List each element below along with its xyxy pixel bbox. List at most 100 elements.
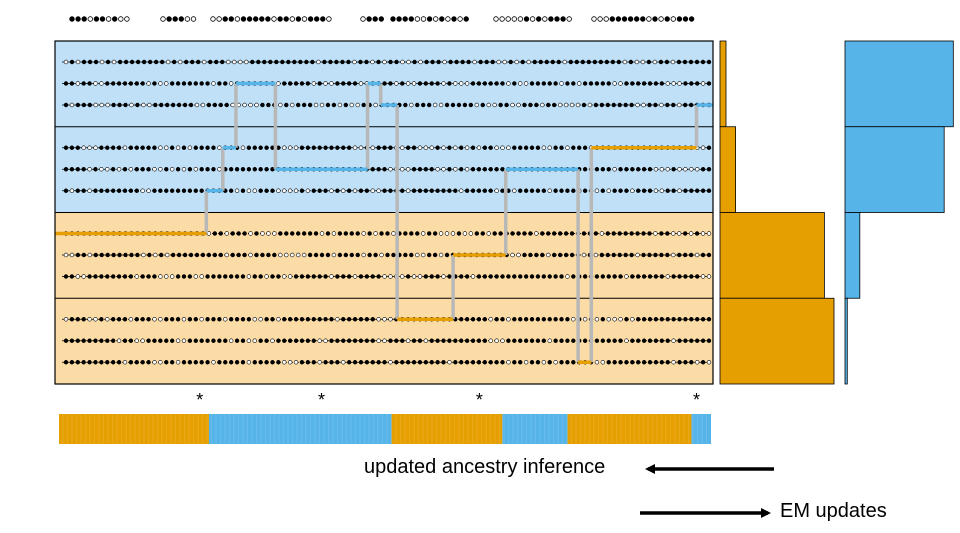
- reference-allele: [358, 360, 364, 365]
- reference-allele: [188, 252, 194, 258]
- reference-allele: [199, 360, 204, 365]
- reference-allele: [476, 317, 482, 322]
- reference-allele: [69, 167, 75, 172]
- reference-allele: [217, 145, 222, 150]
- reference-allele: [665, 274, 670, 279]
- reference-allele: [182, 252, 188, 258]
- reference-allele: [641, 317, 647, 322]
- reference-allele: [212, 252, 218, 258]
- reference-allele: [301, 252, 307, 258]
- reference-allele: [647, 274, 653, 279]
- reference-allele: [325, 231, 331, 236]
- query-allele: [523, 16, 530, 22]
- reference-allele: [370, 360, 375, 365]
- reference-allele: [205, 145, 210, 150]
- reference-allele: [518, 274, 523, 279]
- reference-allele: [653, 81, 659, 86]
- reference-allele: [382, 338, 387, 343]
- reference-allele: [535, 188, 541, 193]
- reference-allele: [464, 167, 470, 172]
- reference-allele: [559, 360, 564, 365]
- reference-allele: [659, 102, 664, 108]
- reference-allele: [116, 317, 122, 322]
- reference-allele: [689, 360, 694, 365]
- reference-allele: [116, 188, 122, 193]
- reference-allele: [682, 252, 688, 258]
- reference-allele: [671, 338, 676, 343]
- reference-allele: [81, 338, 86, 343]
- ancestry-inference-caption: updated ancestry inference: [364, 456, 606, 478]
- reference-allele: [295, 102, 301, 108]
- reference-allele: [424, 59, 429, 65]
- reference-allele: [677, 274, 682, 279]
- reference-allele: [329, 188, 334, 193]
- reference-allele: [470, 360, 476, 365]
- population-b-weight-bar: [844, 297, 848, 385]
- reference-allele: [258, 167, 263, 172]
- reference-allele: [123, 59, 129, 65]
- query-allele: [548, 16, 554, 22]
- reference-allele: [287, 317, 293, 322]
- reference-allele: [69, 59, 75, 65]
- reference-allele: [498, 231, 503, 236]
- reference-allele: [325, 102, 331, 108]
- reference-allele: [500, 338, 505, 343]
- reference-allele: [276, 338, 281, 343]
- reference-allele: [158, 81, 163, 86]
- reference-allele: [242, 252, 247, 258]
- reference-allele: [123, 252, 128, 258]
- reference-allele: [128, 145, 134, 150]
- reference-allele: [146, 81, 151, 86]
- reference-allele: [188, 102, 194, 108]
- population-b-weight-bar: [844, 40, 954, 128]
- reference-allele: [540, 252, 545, 258]
- reference-allele: [87, 167, 92, 172]
- query-allele: [445, 16, 451, 22]
- reference-allele: [193, 338, 198, 343]
- reference-allele: [682, 59, 688, 65]
- reference-allele: [659, 252, 664, 258]
- reference-allele: [214, 59, 219, 65]
- reference-allele: [193, 145, 198, 150]
- reference-allele: [134, 317, 139, 322]
- reference-allele: [677, 188, 682, 193]
- reference-allele: [522, 252, 527, 258]
- query-allele: [216, 16, 222, 22]
- reference-allele: [175, 360, 181, 365]
- reference-allele: [640, 59, 646, 65]
- reference-haplotype: [62, 102, 712, 108]
- reference-allele: [498, 102, 503, 108]
- reference-allele: [254, 102, 259, 108]
- reference-allele: [683, 167, 688, 172]
- reference-allele: [228, 317, 234, 322]
- query-allele: [366, 16, 372, 22]
- reference-allele: [193, 360, 198, 365]
- reference-allele: [367, 231, 372, 236]
- reference-allele: [258, 317, 263, 322]
- reference-allele: [128, 81, 134, 86]
- reference-allele: [552, 252, 557, 258]
- reference-allele: [135, 252, 140, 258]
- reference-allele: [282, 145, 287, 150]
- reference-allele: [706, 145, 712, 150]
- reference-haplotype: [62, 188, 712, 193]
- reference-allele: [69, 338, 75, 343]
- reference-allele: [665, 252, 670, 258]
- population-a-weight-bars: [719, 40, 835, 385]
- reference-allele: [355, 102, 360, 108]
- reference-allele: [486, 231, 491, 236]
- reference-allele: [358, 145, 364, 150]
- population-b-weight-bar: [844, 126, 945, 213]
- reference-allele: [105, 167, 110, 172]
- reference-allele: [636, 360, 641, 365]
- reference-allele: [152, 81, 157, 86]
- em-updates-caption: EM updates: [780, 500, 887, 522]
- reference-allele: [299, 317, 305, 322]
- reference-allele: [647, 231, 652, 236]
- reference-allele: [405, 274, 411, 279]
- query-allele: [439, 16, 445, 22]
- reference-allele: [683, 188, 688, 193]
- reference-allele: [546, 231, 551, 236]
- reference-allele: [111, 59, 117, 65]
- reference-allele: [341, 338, 346, 343]
